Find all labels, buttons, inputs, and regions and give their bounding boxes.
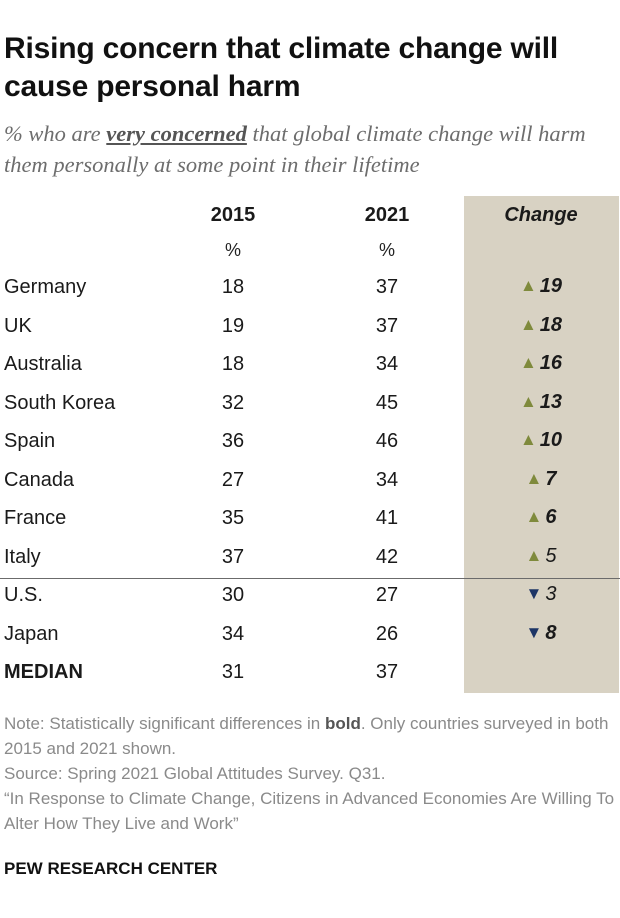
table-row: Australia 18 34 ▲ 16: [0, 347, 620, 383]
value-2021: 42: [375, 545, 399, 568]
median-row: MEDIAN 31 37: [0, 655, 620, 691]
value-2021: 34: [375, 353, 399, 375]
value-2015: 37: [221, 545, 245, 568]
table-row: Germany 18 37 ▲ 19: [0, 270, 620, 306]
increase-triangle-icon: ▲: [525, 545, 543, 565]
subtitle-prefix: % who are: [4, 121, 107, 146]
value-2021: 41: [375, 507, 399, 529]
change-cell: ▲ 10: [470, 429, 612, 452]
table-row: France 35 41 ▲ 6: [0, 501, 620, 537]
value-2021: 46: [375, 430, 399, 452]
country-label: Canada: [4, 468, 75, 491]
table-row: South Korea 32 45 ▲ 13: [0, 386, 620, 422]
note-text: Note: Statistically significant differen…: [4, 711, 616, 761]
increase-triangle-icon: ▲: [519, 314, 537, 334]
country-label: Germany: [4, 276, 87, 298]
decrease-triangle-icon: ▼: [525, 584, 543, 603]
change-cell: ▼ 3: [470, 583, 612, 606]
table-row: Italy 37 42 ▲ 5: [0, 540, 620, 576]
value-2015: 19: [221, 314, 245, 337]
org-footer: PEW RESEARCH CENTER: [4, 859, 218, 878]
change-value: 13: [539, 390, 563, 413]
column-header-2021: 2021: [364, 204, 410, 226]
value-2015: 27: [221, 468, 245, 491]
country-label: Australia: [4, 353, 82, 375]
change-cell: ▲ 19: [470, 275, 612, 298]
table-row: UK 19 37 ▲ 18: [0, 309, 620, 345]
value-2015: 36: [221, 430, 245, 452]
change-value: 8: [545, 621, 557, 644]
table-row: Japan 34 26 ▼ 8: [0, 617, 620, 653]
value-2021: 26: [375, 622, 399, 645]
report-title: “In Response to Climate Change, Citizens…: [4, 789, 615, 833]
unit-label-2015: %: [224, 240, 241, 260]
column-header-2015: 2015: [210, 204, 256, 226]
median-value-2015: 31: [221, 661, 245, 683]
country-label: South Korea: [4, 391, 116, 414]
change-value: 3: [545, 583, 557, 605]
country-label: Japan: [4, 622, 59, 645]
change-value: 19: [539, 275, 563, 297]
change-cell: ▲ 6: [470, 506, 612, 529]
change-column-background: [464, 196, 619, 693]
increase-triangle-icon: ▲: [519, 430, 537, 449]
chart-subtitle: % who are very concerned that global cli…: [4, 118, 616, 180]
subtitle-suffix: that global climate change will harm the…: [4, 121, 586, 177]
change-cell: ▼ 8: [470, 622, 612, 645]
value-2021: 37: [375, 314, 399, 337]
change-value: 6: [545, 506, 557, 528]
increase-triangle-icon: ▲: [519, 391, 537, 411]
change-value: 16: [539, 352, 563, 374]
note-prefix: Note: Statistically significant differen…: [4, 714, 325, 733]
change-value: 7: [545, 467, 557, 490]
country-label: France: [4, 507, 67, 529]
country-label: Spain: [4, 430, 56, 452]
value-2021: 37: [375, 276, 399, 298]
value-2015: 35: [221, 507, 245, 529]
change-cell: ▲ 16: [470, 352, 612, 375]
value-2021: 27: [375, 584, 399, 606]
table-row: Canada 27 34 ▲ 7: [0, 463, 620, 499]
table-divider: [0, 578, 620, 579]
median-value-2021: 37: [375, 661, 399, 683]
value-2015: 34: [221, 622, 245, 645]
change-value: 5: [545, 544, 557, 567]
subtitle-emphasis: very concerned: [106, 121, 247, 146]
value-2015: 18: [221, 276, 245, 298]
increase-triangle-icon: ▲: [519, 353, 537, 372]
country-label: U.S.: [4, 584, 43, 606]
change-value: 10: [539, 429, 563, 451]
increase-triangle-icon: ▲: [519, 276, 537, 295]
value-2021: 45: [375, 391, 399, 414]
value-2015: 32: [221, 391, 245, 414]
note-suffix: . Only countries surveyed in both 2015 a…: [4, 714, 609, 758]
median-label: MEDIAN: [4, 661, 83, 683]
source-text: Source: Spring 2021 Global Attitudes Sur…: [4, 764, 386, 783]
note-bold-word: bold: [324, 714, 361, 733]
unit-label-2021: %: [378, 240, 395, 260]
country-label: UK: [4, 314, 32, 337]
column-header-change: Change: [504, 204, 578, 226]
table-row: U.S. 30 27 ▼ 3: [0, 578, 620, 614]
table-row: Spain 36 46 ▲ 10: [0, 424, 620, 460]
country-label: Italy: [4, 545, 41, 568]
increase-triangle-icon: ▲: [525, 507, 543, 526]
change-value: 18: [539, 313, 563, 336]
change-cell: ▲ 5: [470, 545, 612, 568]
value-2021: 34: [375, 468, 399, 491]
value-2015: 18: [221, 353, 245, 375]
notes-block: Note: Statistically significant differen…: [4, 711, 616, 836]
increase-triangle-icon: ▲: [525, 468, 543, 488]
change-cell: ▲ 13: [470, 391, 612, 414]
decrease-triangle-icon: ▼: [525, 622, 543, 642]
change-cell: ▲ 7: [470, 468, 612, 491]
chart-title: Rising concern that climate change will …: [4, 32, 558, 103]
change-cell: ▲ 18: [470, 314, 612, 337]
value-2015: 30: [221, 584, 245, 606]
